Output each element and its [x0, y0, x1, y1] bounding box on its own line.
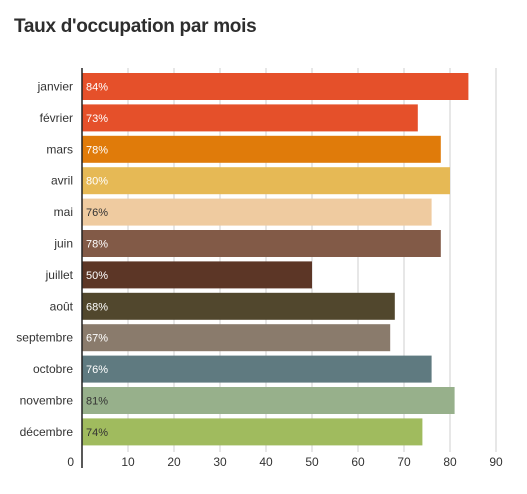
- bar: [82, 73, 469, 100]
- category-label: juillet: [45, 268, 74, 282]
- category-label: novembre: [20, 394, 74, 408]
- x-tick-label: 0: [67, 455, 74, 469]
- category-label: septembre: [16, 331, 73, 345]
- data-label: 76%: [86, 207, 108, 219]
- bar: [82, 292, 395, 320]
- category-label: janvier: [37, 80, 73, 94]
- bar: [82, 198, 432, 226]
- category-label: juin: [53, 237, 73, 251]
- bar: [82, 418, 423, 446]
- bar: [82, 167, 450, 195]
- data-label: 80%: [86, 176, 108, 188]
- x-tick-label: 20: [167, 455, 181, 469]
- category-label: mars: [46, 142, 73, 156]
- bar: [82, 135, 441, 163]
- bar: [82, 104, 418, 132]
- category-label: avril: [51, 174, 73, 188]
- bar: [82, 324, 391, 352]
- category-label: décembre: [20, 425, 74, 439]
- bars: 84% 73% 78% 80% 76% 78% 50% 68% 67% 76% 81% 74%: [82, 73, 469, 446]
- bar: [82, 387, 455, 414]
- data-label: 50%: [86, 270, 108, 282]
- x-tick-label: 90: [489, 455, 503, 469]
- category-label: février: [40, 111, 73, 125]
- category-label: mai: [54, 205, 73, 219]
- chart-title: Taux d'occupation par mois: [14, 16, 257, 37]
- x-tick-labels: 0 10 20 30 40 50 60 70 80 90: [67, 455, 503, 469]
- bar: [82, 230, 441, 257]
- x-tick-label: 70: [397, 455, 411, 469]
- bar: [82, 261, 312, 289]
- x-tick-label: 40: [259, 455, 273, 469]
- x-tick-label: 50: [305, 455, 319, 469]
- data-label: 73%: [86, 113, 108, 125]
- bar: [82, 355, 432, 383]
- category-label: octobre: [33, 362, 73, 376]
- category-labels: janvier février mars avril mai juin juillet aoû…: [16, 80, 73, 439]
- x-tick-label: 30: [213, 455, 227, 469]
- x-tick-label: 80: [443, 455, 457, 469]
- data-label: 68%: [86, 301, 108, 313]
- data-label: 74%: [86, 427, 108, 439]
- data-label: 84%: [86, 82, 108, 94]
- data-label: 67%: [86, 333, 108, 345]
- data-label: 76%: [86, 364, 108, 376]
- x-tick-label: 10: [121, 455, 135, 469]
- category-label: août: [50, 299, 74, 313]
- x-tick-label: 60: [351, 455, 365, 469]
- data-label: 81%: [86, 396, 108, 408]
- data-label: 78%: [86, 239, 108, 251]
- data-label: 78%: [86, 144, 108, 156]
